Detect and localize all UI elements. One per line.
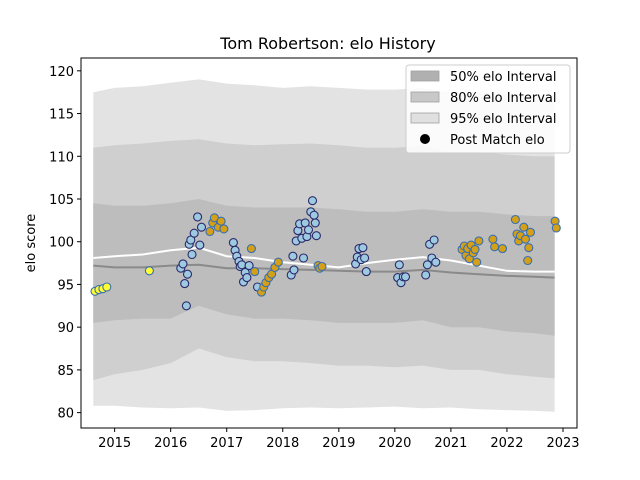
x-tick-label: 2019 bbox=[322, 436, 355, 451]
y-tick-label: 90 bbox=[57, 321, 74, 336]
x-tick-label: 2022 bbox=[490, 436, 523, 451]
y-tick-label: 95 bbox=[57, 278, 74, 293]
x-tick-label: 2023 bbox=[546, 436, 579, 451]
data-point bbox=[551, 223, 561, 233]
data-point bbox=[228, 238, 238, 248]
y-tick-label: 110 bbox=[49, 150, 74, 165]
y-tick-label: 85 bbox=[57, 364, 74, 379]
data-point bbox=[195, 240, 205, 250]
legend-swatch bbox=[410, 112, 440, 124]
x-tick-label: 2015 bbox=[98, 436, 131, 451]
x-axis: 2015 2016 2017 2018 2019 2020 2021 2022 2023 bbox=[98, 428, 580, 451]
data-point bbox=[187, 249, 197, 260]
data-point bbox=[525, 227, 536, 237]
data-point bbox=[400, 272, 411, 282]
data-point bbox=[273, 257, 283, 267]
x-tick-label: 2018 bbox=[266, 436, 299, 451]
data-point bbox=[520, 234, 530, 244]
data-point bbox=[361, 267, 371, 277]
data-point bbox=[289, 265, 299, 275]
legend-label: 50% elo Interval bbox=[450, 70, 557, 85]
data-point bbox=[178, 259, 188, 269]
data-point bbox=[193, 212, 203, 222]
data-point bbox=[180, 279, 190, 289]
data-point bbox=[317, 261, 327, 272]
legend-swatch bbox=[410, 70, 440, 82]
data-point bbox=[205, 226, 215, 237]
legend-label: 95% elo Interval bbox=[450, 112, 557, 127]
data-point bbox=[474, 236, 484, 246]
legend-swatch bbox=[410, 91, 440, 103]
data-point bbox=[488, 234, 498, 244]
legend: 50% elo Interval 80% elo Interval 95% elo … bbox=[405, 64, 571, 154]
legend-label: Post Match elo bbox=[450, 133, 545, 148]
data-point bbox=[421, 270, 431, 280]
data-point bbox=[394, 260, 404, 270]
data-point bbox=[360, 253, 370, 263]
legend-marker bbox=[420, 134, 430, 144]
data-point bbox=[309, 210, 319, 220]
data-point bbox=[246, 244, 256, 254]
data-point bbox=[189, 228, 199, 238]
data-point bbox=[303, 225, 314, 235]
data-point bbox=[144, 266, 154, 276]
y-tick-label: 115 bbox=[49, 108, 74, 123]
legend-box bbox=[405, 64, 571, 154]
data-point bbox=[244, 261, 254, 271]
data-point bbox=[307, 196, 318, 206]
median-line bbox=[93, 263, 555, 279]
data-point bbox=[250, 267, 260, 277]
data-point bbox=[219, 224, 229, 234]
data-point bbox=[310, 218, 320, 228]
y-axis: 80 85 90 95 100 105 110 115 120 bbox=[49, 65, 81, 422]
x-tick-label: 2020 bbox=[378, 436, 411, 451]
data-point bbox=[311, 231, 321, 241]
plot-frame bbox=[80, 57, 578, 429]
y-tick-label: 100 bbox=[49, 236, 74, 251]
post-match-points bbox=[90, 196, 561, 311]
chart-title: Tom Robertson: elo History bbox=[219, 34, 435, 53]
data-point bbox=[358, 243, 368, 253]
data-point bbox=[102, 282, 112, 292]
data-point bbox=[196, 222, 207, 232]
data-point bbox=[216, 216, 226, 226]
data-point bbox=[524, 243, 534, 253]
data-point bbox=[288, 251, 298, 261]
data-point bbox=[422, 260, 432, 270]
y-tick-label: 105 bbox=[49, 193, 74, 208]
y-tick-label: 80 bbox=[57, 407, 74, 422]
data-point bbox=[237, 260, 247, 270]
data-point bbox=[298, 253, 309, 263]
data-point bbox=[470, 244, 480, 254]
y-axis-label: elo score bbox=[24, 214, 39, 273]
x-tick-label: 2017 bbox=[210, 436, 243, 451]
data-point bbox=[182, 269, 193, 279]
data-point bbox=[523, 255, 533, 266]
data-point bbox=[431, 257, 441, 267]
data-point bbox=[510, 214, 520, 225]
data-point bbox=[472, 257, 482, 267]
x-tick-label: 2021 bbox=[434, 436, 467, 451]
legend-label: 80% elo Interval bbox=[450, 91, 557, 106]
data-point bbox=[519, 222, 529, 232]
data-point bbox=[429, 235, 439, 245]
data-point bbox=[490, 242, 500, 252]
x-tick-label: 2016 bbox=[154, 436, 187, 451]
data-point bbox=[497, 244, 508, 254]
data-point bbox=[181, 301, 191, 311]
y-tick-label: 120 bbox=[49, 65, 74, 80]
data-point bbox=[242, 273, 252, 283]
